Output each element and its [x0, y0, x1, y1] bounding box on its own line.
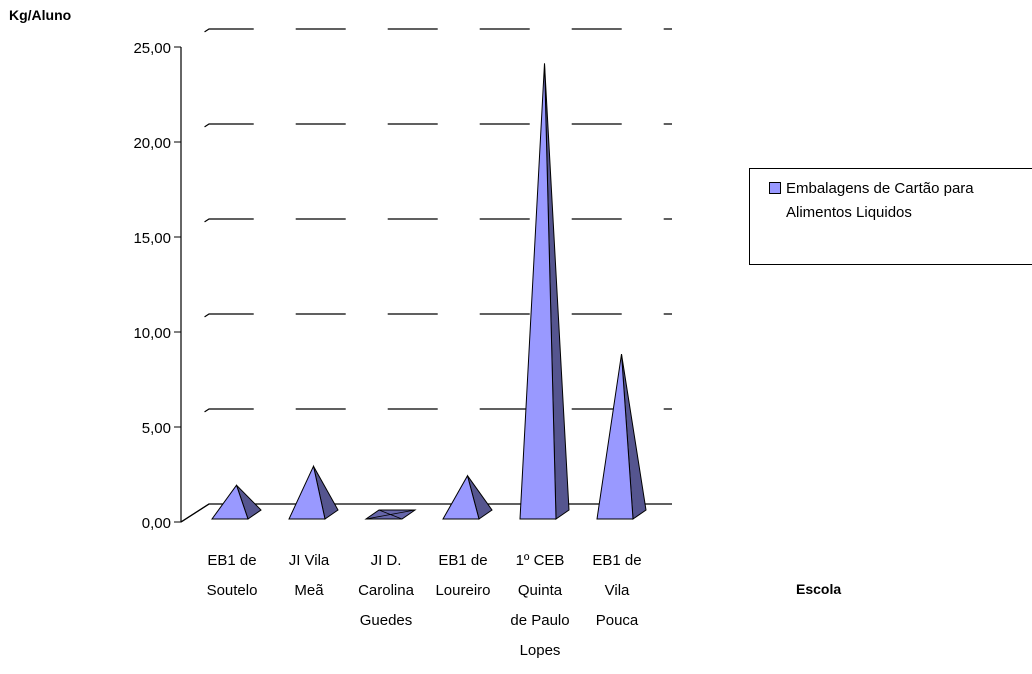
x-category-label: Lopes: [520, 642, 561, 659]
x-category-label: Guedes: [360, 612, 413, 629]
x-category-label: Meã: [294, 582, 324, 599]
x-category-label: Pouca: [596, 612, 639, 629]
x-category-label: Carolina: [358, 582, 415, 599]
x-category-label: EB1 de: [438, 552, 487, 569]
y-tick-label: 20,00: [133, 135, 171, 152]
gridline: [180, 28, 672, 48]
legend-swatch: [769, 182, 781, 194]
gridline: [180, 218, 672, 238]
bar-pyramid: [519, 63, 557, 520]
x-category-label: de Paulo: [510, 612, 569, 629]
x-category-label: JI D.: [371, 552, 402, 569]
bar-pyramid: [211, 484, 249, 520]
x-category-label: Quinta: [518, 582, 563, 599]
x-axis-title: Escola: [796, 581, 842, 597]
legend: Embalagens de Cartão para Alimentos Liqu…: [749, 168, 1032, 265]
x-category-label: Loureiro: [435, 582, 490, 599]
gridline: [180, 123, 672, 143]
x-category-label: 1º CEB: [516, 552, 565, 569]
y-tick-label: 0,00: [142, 515, 171, 532]
bar-pyramid: [442, 474, 480, 520]
x-category-label: Vila: [605, 582, 630, 599]
floor-edge: [180, 503, 210, 523]
bar-pyramid: [596, 354, 634, 520]
bar-edge: [378, 509, 403, 520]
x-category-label: EB1 de: [207, 552, 256, 569]
bar-pyramid: [288, 464, 326, 520]
y-tick-label: 15,00: [133, 230, 171, 247]
x-category-label: Soutelo: [207, 582, 258, 599]
x-category-label: EB1 de: [592, 552, 641, 569]
y-tick-label: 10,00: [133, 325, 171, 342]
legend-label: Embalagens de Cartão para Alimentos Liqu…: [786, 180, 974, 221]
gridline: [180, 313, 672, 333]
y-tick-label: 25,00: [133, 40, 171, 57]
gridline: [180, 408, 672, 428]
y-axis-title: Kg/Aluno: [9, 7, 72, 23]
y-tick-label: 5,00: [142, 420, 171, 437]
x-category-label: JI Vila: [289, 552, 330, 569]
